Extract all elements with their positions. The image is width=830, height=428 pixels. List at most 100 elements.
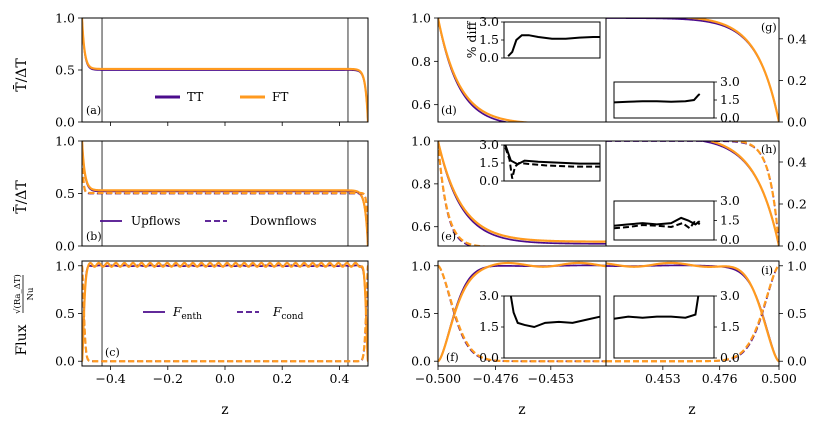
panel-c-xtick-label-2: 0.0 xyxy=(215,371,235,386)
panel-f-label: (f) xyxy=(446,351,459,364)
inset-h-series-1 xyxy=(613,219,701,230)
panel-f-series-group xyxy=(438,261,606,363)
ylabel-row3-den: Nu xyxy=(26,287,36,300)
panel-f: 0.0 0.5 1.0 −0.500 −0.476 −0.453 (f) 0.0 1.5 3.0 xyxy=(411,258,607,386)
xlabel-left: z xyxy=(221,402,228,418)
inset-f-ytick-label-2: 3.0 xyxy=(479,288,499,303)
panel-h-ytick-label-2: 0.4 xyxy=(787,155,807,170)
panel-i-ytick-label-0: 0.0 xyxy=(787,354,807,369)
panel-f-ytick-label-0: 0.0 xyxy=(411,354,431,369)
panel-a-legend: TT FT xyxy=(155,90,288,104)
inset-h-ytick-label-1: 1.5 xyxy=(720,213,740,228)
inset-h-ytick-label-0: 0.0 xyxy=(720,232,740,247)
inset-i-ytick-label-0: 0.0 xyxy=(720,350,740,365)
panel-c-legend: Fenth Fcond xyxy=(143,305,304,322)
panel-e-ytick-label-1: 0.8 xyxy=(411,176,431,191)
inset-d-ytick-label-2: 3.0 xyxy=(479,14,499,29)
inset-g-frame xyxy=(613,81,715,119)
panel-d-label: (d) xyxy=(441,104,457,117)
panel-i-label: (i) xyxy=(761,264,773,277)
panel-h-series-1 xyxy=(705,141,779,246)
panel-i-series-group xyxy=(606,261,779,363)
inset-d-series-0 xyxy=(507,34,600,57)
panel-d-series-1 xyxy=(438,18,537,122)
inset-e-series-1 xyxy=(504,147,600,179)
panel-f-series-3 xyxy=(438,264,606,363)
panel-i-xtick-label-2: 0.500 xyxy=(761,371,797,386)
ylabel-row3-prefix: Flux xyxy=(14,324,30,355)
panel-e-ytick-label-2: 1.0 xyxy=(411,134,431,149)
panel-c-series-2 xyxy=(82,265,368,363)
panel-c-label: (c) xyxy=(105,346,120,359)
panel-e-ytick-label-0: 0.6 xyxy=(411,219,431,234)
panel-d-ytick-label-1: 0.8 xyxy=(411,54,431,69)
panel-b-legend: Upflows Downflows xyxy=(100,214,317,228)
panel-h-ytick-label-1: 0.2 xyxy=(787,197,807,212)
panel-e-series-1 xyxy=(438,141,606,243)
inset-i-frame xyxy=(613,295,715,359)
panel-c-xtick-label-3: 0.2 xyxy=(272,371,292,386)
panel-g-label: (g) xyxy=(761,21,777,34)
panel-a: 0.0 0.5 1.0 (a) TT FT xyxy=(55,11,369,130)
panel-h-inset: 0.0 1.5 3.0 xyxy=(613,193,740,247)
inset-e-ytick-label-2: 3.0 xyxy=(479,137,499,152)
panel-g-inset: 0.0 1.5 3.0 xyxy=(613,74,740,125)
panel-c-series-group xyxy=(82,261,368,363)
panel-a-series-1 xyxy=(82,18,368,122)
inset-i-series-0 xyxy=(613,295,700,320)
inset-f-frame xyxy=(503,295,601,359)
panel-e: 0.6 0.8 1.0 (e) 0.0 1.5 3.0 xyxy=(411,134,607,247)
panel-c-ytick-label-2: 1.0 xyxy=(55,258,75,273)
panel-h-frame xyxy=(605,140,780,247)
panel-i-series-3 xyxy=(606,264,779,363)
panel-a-ytick-label-2: 1.0 xyxy=(55,11,75,26)
ylabel-row2: T̄/ΔT xyxy=(12,180,30,214)
panel-d: 0.6 0.8 1.0 (d) 0.0 1.5 3.0% diff xyxy=(411,11,607,123)
inset-d-frame xyxy=(503,21,601,59)
panel-b-ytick-label-0: 0.0 xyxy=(55,239,75,254)
panel-f-ytick-label-2: 1.0 xyxy=(411,258,431,273)
panel-b-series-3 xyxy=(82,141,368,246)
legend-c-label-0: Fenth xyxy=(172,305,202,322)
legend-a-label-0: TT xyxy=(187,90,203,104)
panel-b-series-1 xyxy=(82,141,368,246)
legend-a-label-1: FT xyxy=(272,90,288,104)
legend-b-label-1: Downflows xyxy=(250,214,317,228)
panel-d-series-group xyxy=(438,18,537,122)
inset-f-series-0 xyxy=(509,295,601,329)
inset-i-ytick-label-1: 1.5 xyxy=(720,319,740,334)
ylabel-row3-num: √(Ra_ΔT) xyxy=(12,274,23,314)
panel-f-xtick-label-2: −0.453 xyxy=(528,371,574,386)
panel-c-xtick-label-0: −0.4 xyxy=(95,371,125,386)
panel-c: 0.0 0.5 1.0 −0.4 −0.2 0.0 0.2 0.4 (c) Fenth Fcond xyxy=(55,258,369,386)
panel-g-ytick-label-2: 0.4 xyxy=(787,31,807,46)
inset-g-ytick-label-1: 1.5 xyxy=(720,92,740,107)
panel-a-ytick-label-0: 0.0 xyxy=(55,115,75,130)
inset-h-ytick-label-2: 3.0 xyxy=(720,193,740,208)
panel-c-series-0 xyxy=(82,264,368,362)
inset-e-ytick-label-0: 0.0 xyxy=(479,173,499,188)
panel-i-ytick-label-1: 0.5 xyxy=(787,306,807,321)
xlabel-middle: z xyxy=(518,402,525,418)
inset-e-series-0 xyxy=(504,144,600,166)
panel-c-series-1 xyxy=(82,261,368,362)
panel-d-ytick-label-2: 1.0 xyxy=(411,11,431,26)
xlabel-right: z xyxy=(688,402,695,418)
panel-h-series-group xyxy=(606,141,779,246)
panel-g-series-1 xyxy=(675,18,779,122)
panel-e-label: (e) xyxy=(441,230,456,243)
panel-c-xtick-label-1: −0.2 xyxy=(153,371,183,386)
inset-f-ytick-label-1: 1.5 xyxy=(479,319,499,334)
panel-a-series-group xyxy=(82,18,368,122)
legend-c-label-1: Fcond xyxy=(272,305,304,322)
ylabel-row3: Flux √(Ra_ΔT) Nu xyxy=(12,274,36,355)
panel-e-inset: 0.0 1.5 3.0 xyxy=(479,137,601,188)
ylabel-row1: T̄/ΔT xyxy=(12,58,30,92)
panel-b-ytick-label-2: 1.0 xyxy=(55,134,75,149)
panel-f-ytick-label-1: 0.5 xyxy=(411,306,431,321)
panel-i: 0.0 0.5 1.0 0.453 0.476 0.500 (i) 0.0 1.5 3.0 xyxy=(605,258,807,386)
inset-e-ytick-label-1: 1.5 xyxy=(479,155,499,170)
panel-b-label: (b) xyxy=(86,230,102,243)
panel-i-series-1 xyxy=(606,261,779,363)
